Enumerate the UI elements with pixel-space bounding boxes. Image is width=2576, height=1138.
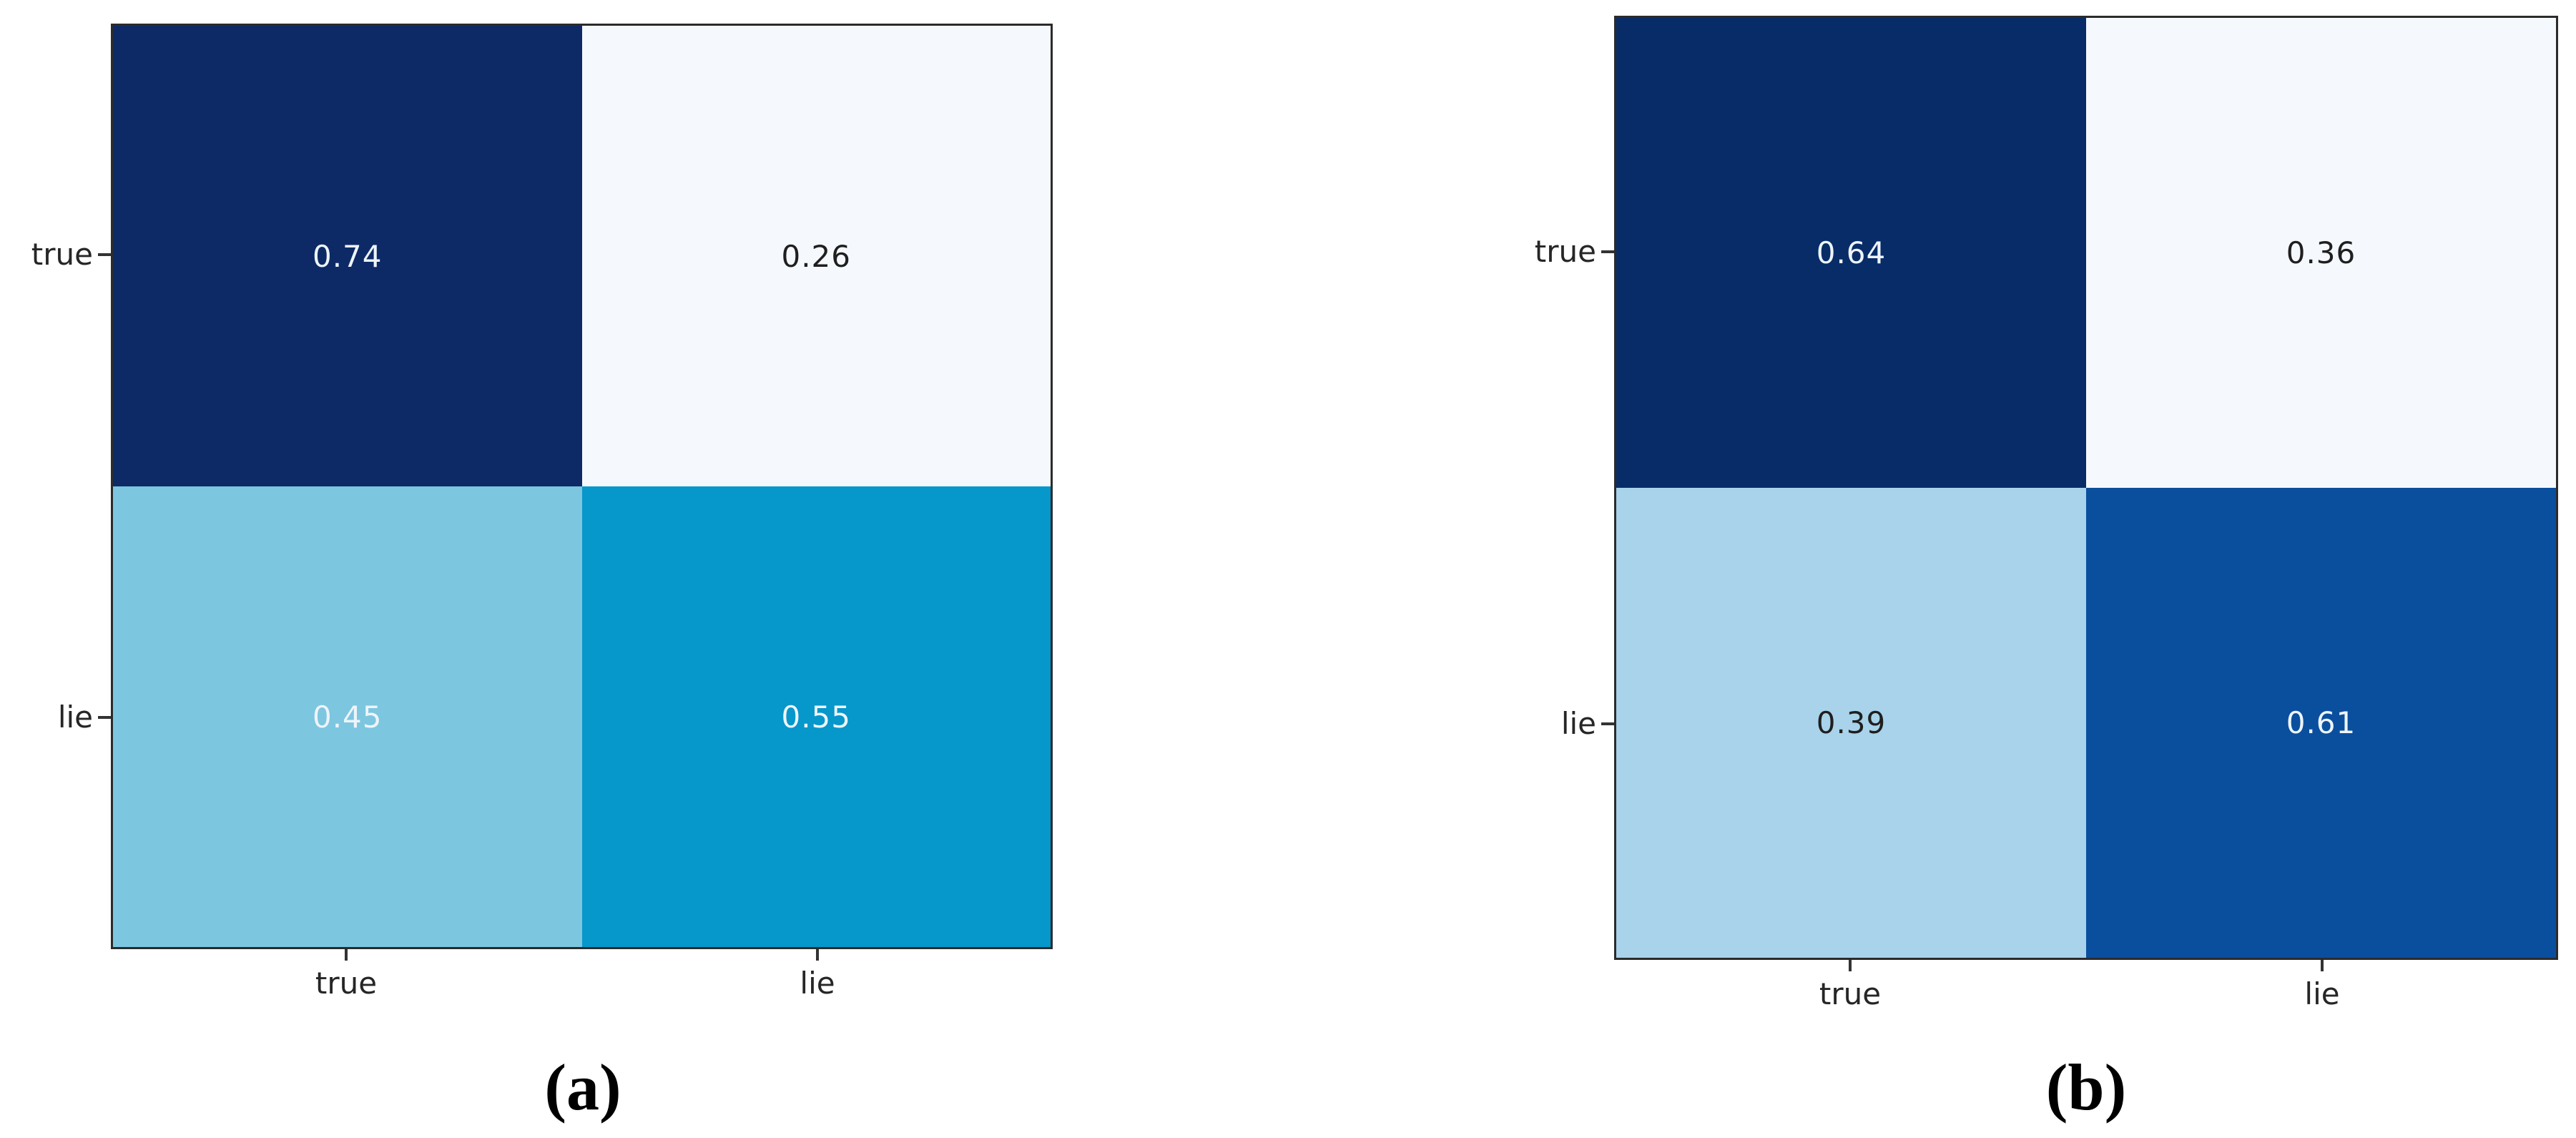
heatmap-a-cell-true-true: 0.74 xyxy=(113,26,582,486)
y-tick-mark xyxy=(98,716,111,719)
cell-value: 0.26 xyxy=(781,238,851,274)
x-tick-label-true: true xyxy=(1819,976,1882,1011)
x-tick-mark xyxy=(816,949,819,961)
panel-caption-a: (a) xyxy=(544,1051,621,1124)
cell-value: 0.45 xyxy=(312,699,383,735)
heatmap-b-cell-true-lie: 0.36 xyxy=(2086,18,2556,488)
cell-value: 0.64 xyxy=(1816,235,1887,270)
y-tick-label-lie: lie xyxy=(1560,706,1596,741)
heatmap-a-cell-lie-true: 0.45 xyxy=(113,486,582,947)
cell-value: 0.36 xyxy=(2286,235,2356,270)
cell-value: 0.61 xyxy=(2286,705,2356,740)
x-tick-mark xyxy=(1849,960,1852,971)
heatmap-b-cell-true-true: 0.64 xyxy=(1616,18,2086,488)
x-tick-label-lie: lie xyxy=(2304,976,2340,1011)
x-tick-label-true: true xyxy=(315,966,378,1001)
heatmap-a: 0.74 0.26 0.45 0.55 xyxy=(111,24,1053,949)
y-tick-label-lie: lie xyxy=(57,700,93,735)
cell-value: 0.55 xyxy=(781,699,851,735)
y-tick-mark xyxy=(1601,722,1614,725)
y-tick-label-true: true xyxy=(31,237,93,272)
cell-value: 0.39 xyxy=(1816,705,1887,740)
y-tick-mark xyxy=(1601,250,1614,253)
heatmap-b: 0.64 0.36 0.39 0.61 xyxy=(1614,16,2558,960)
heatmap-b-cell-lie-lie: 0.61 xyxy=(2086,488,2556,958)
cell-value: 0.74 xyxy=(312,238,383,274)
y-tick-mark xyxy=(98,253,111,256)
y-tick-label-true: true xyxy=(1534,234,1596,269)
heatmap-a-cell-lie-lie: 0.55 xyxy=(581,486,1051,947)
x-tick-label-lie: lie xyxy=(800,966,835,1001)
panel-caption-b: (b) xyxy=(2045,1051,2127,1124)
heatmap-a-cell-true-lie: 0.26 xyxy=(581,26,1051,486)
x-tick-mark xyxy=(345,949,348,961)
x-tick-mark xyxy=(2321,960,2324,971)
heatmap-b-cell-lie-true: 0.39 xyxy=(1616,488,2086,958)
